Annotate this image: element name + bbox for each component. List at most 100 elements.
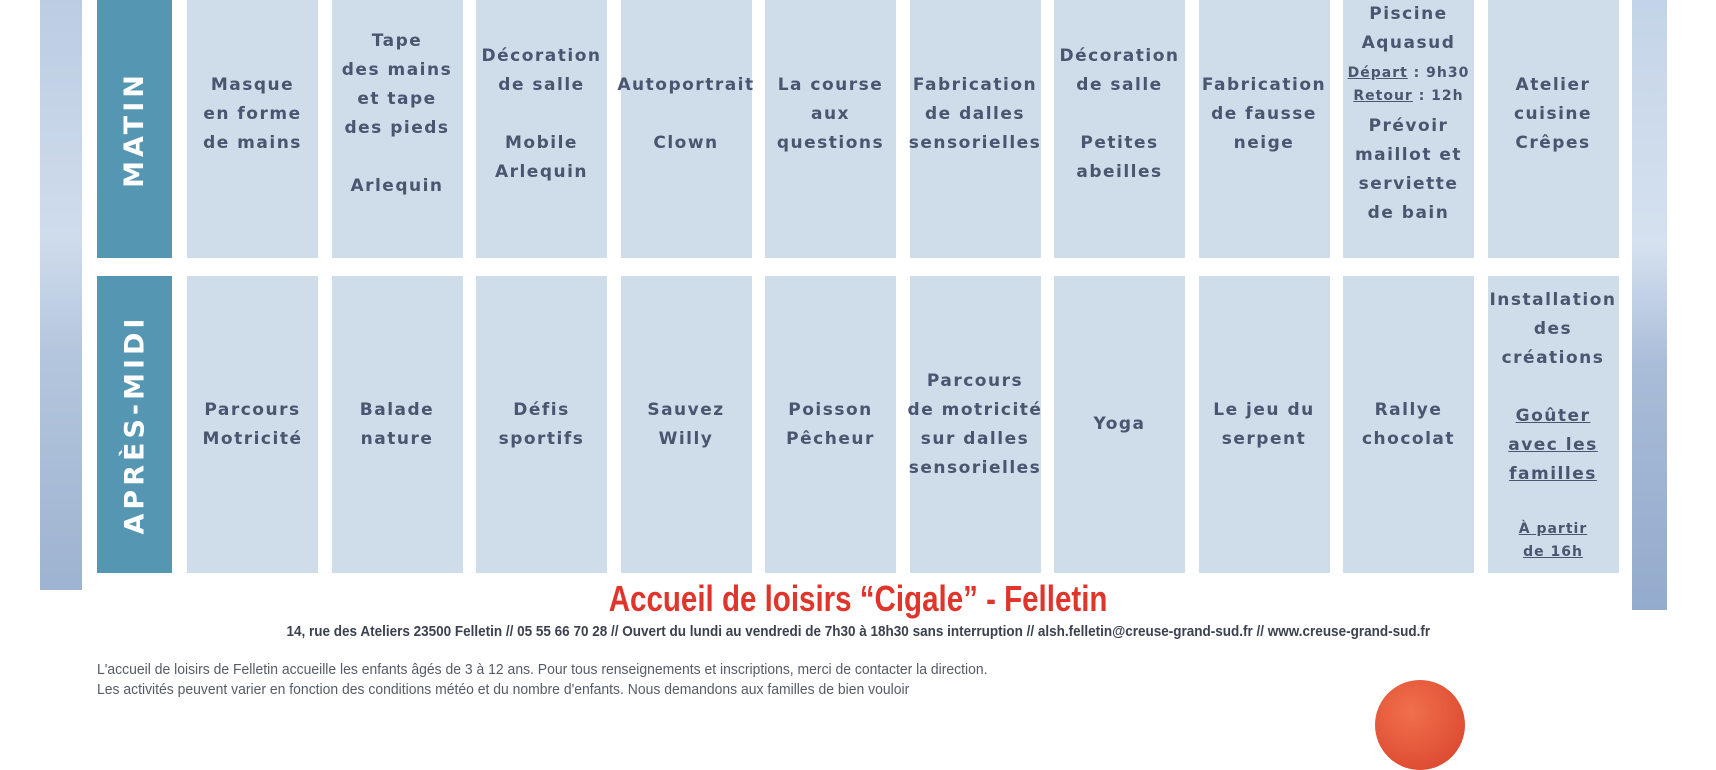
activity-text: Aquasud bbox=[1361, 33, 1456, 53]
activity-text: Fabrication bbox=[912, 74, 1038, 95]
activity-line: de bain bbox=[1368, 199, 1450, 228]
activity-cell: Atelier cuisine Crêpes bbox=[1487, 0, 1619, 258]
activity-text: familles bbox=[1509, 463, 1597, 484]
activity-text: sensorielles bbox=[908, 457, 1042, 478]
activity-text: Sauvez bbox=[647, 399, 725, 420]
activity-text: Masque bbox=[210, 74, 295, 95]
activity-line: Parcours bbox=[927, 367, 1023, 396]
activity-text: Petites bbox=[1080, 132, 1159, 153]
activity-line: Petites bbox=[1080, 129, 1158, 158]
activity-cell: Parcours de motricité sur dalles sensoriell… bbox=[907, 276, 1043, 573]
contact-info: 14, rue des Ateliers 23500 Felletin // 0… bbox=[0, 623, 1716, 640]
activity-text: Willy bbox=[658, 428, 714, 449]
activity-line: serviette bbox=[1359, 170, 1459, 199]
activity-line: Arlequin bbox=[350, 172, 443, 201]
activity-line: sensorielles bbox=[909, 129, 1042, 158]
activity-line: Crêpes bbox=[1515, 129, 1590, 158]
activity-cell: Parcours Motricité bbox=[187, 276, 318, 573]
activity-text: des pieds bbox=[344, 118, 450, 138]
activity-line: familles bbox=[1509, 460, 1597, 489]
activity-line: serpent bbox=[1222, 425, 1306, 454]
activity-line: des mains bbox=[342, 56, 452, 85]
activity-line: Départ : 9h30 bbox=[1348, 62, 1470, 85]
activity-line: abeilles bbox=[1076, 158, 1162, 187]
activity-line: des bbox=[1534, 315, 1572, 344]
activity-cell: Sauvez Willy bbox=[620, 276, 752, 573]
activity-text: créations bbox=[1501, 347, 1605, 368]
activity-line: aux bbox=[811, 100, 850, 129]
activity-line: de fausse bbox=[1211, 100, 1317, 129]
activity-text: neige bbox=[1233, 132, 1295, 153]
activity-text: aux bbox=[810, 103, 851, 124]
activity-line: créations bbox=[1502, 344, 1605, 373]
activity-text: de salle bbox=[1076, 74, 1163, 95]
activity-line: Retour : 12h bbox=[1353, 85, 1463, 108]
activity-line: Installation bbox=[1489, 286, 1616, 315]
activity-text: Rallye bbox=[1374, 399, 1443, 420]
activity-line: chocolat bbox=[1362, 425, 1455, 454]
activity-text: des mains bbox=[341, 60, 453, 80]
activity-text: Prévoir bbox=[1368, 116, 1449, 136]
activity-text: abeilles bbox=[1076, 161, 1163, 182]
activity-cell: Poisson Pêcheur bbox=[765, 276, 896, 573]
activity-cell: Fabrication de fausse neige bbox=[1198, 0, 1330, 258]
activity-line: neige bbox=[1234, 129, 1295, 158]
period-label-text: MATIN bbox=[119, 70, 151, 188]
activity-text: de mains bbox=[203, 132, 302, 153]
activity-cell: Balade nature bbox=[331, 276, 463, 573]
activity-line: avec les bbox=[1508, 431, 1598, 460]
activity-text: Décoration bbox=[481, 45, 602, 66]
contact-text: 14, rue des Ateliers 23500 Felletin // 0… bbox=[286, 623, 1430, 640]
activity-line: Prévoir bbox=[1369, 112, 1449, 141]
background-decoration-right bbox=[1632, 0, 1667, 610]
activity-text: sensorielles bbox=[908, 132, 1042, 153]
activity-line: Piscine bbox=[1369, 0, 1447, 29]
activity-text: Motricité bbox=[202, 428, 303, 449]
activity-line: sportifs bbox=[499, 425, 585, 454]
activity-line: sur dalles bbox=[921, 425, 1029, 454]
activity-line: Poisson bbox=[788, 396, 873, 425]
activity-line: Fabrication bbox=[1202, 71, 1326, 100]
activity-text: et tape bbox=[357, 89, 437, 109]
activity-text: : 9h30 bbox=[1407, 65, 1470, 81]
activity-line: maillot et bbox=[1355, 141, 1462, 170]
activity-line: cuisine bbox=[1514, 100, 1592, 129]
activity-line: Goûter bbox=[1516, 402, 1591, 431]
activity-text: questions bbox=[776, 132, 885, 153]
activity-line: Parcours bbox=[204, 396, 300, 425]
activity-line: de salle bbox=[1076, 71, 1162, 100]
activity-line: Sauvez bbox=[647, 396, 724, 425]
activity-line: Arlequin bbox=[495, 158, 588, 187]
activity-line: questions bbox=[777, 129, 884, 158]
activity-line: et tape bbox=[357, 85, 436, 114]
activity-cell: Défis sportifs bbox=[476, 276, 607, 573]
activity-line: de dalles bbox=[925, 100, 1025, 129]
activity-text: de bain bbox=[1367, 203, 1450, 223]
activity-text: Le jeu du bbox=[1213, 399, 1315, 420]
activity-line: Défis bbox=[513, 396, 569, 425]
activity-text: Arlequin bbox=[350, 176, 444, 196]
activity-line: La course bbox=[778, 71, 884, 100]
activity-text: Clown bbox=[653, 132, 719, 153]
activity-line: de salle bbox=[498, 71, 584, 100]
activity-line: Balade bbox=[360, 396, 434, 425]
activity-text: Balade bbox=[359, 399, 435, 420]
activity-cell: Fabrication de dalles sensorielles bbox=[909, 0, 1042, 258]
activity-cell: Masque en forme de mains bbox=[187, 0, 318, 258]
activity-text: en forme bbox=[203, 103, 302, 124]
activity-text: Pêcheur bbox=[786, 428, 875, 449]
activity-line: À partir bbox=[1519, 518, 1587, 541]
activity-cell: Tape des mains et tape des pieds Arlequin bbox=[331, 0, 463, 258]
activity-text: Défis bbox=[513, 399, 570, 420]
activity-line: Aquasud bbox=[1362, 29, 1456, 58]
activity-text: Atelier bbox=[1515, 74, 1591, 95]
activity-text: maillot et bbox=[1354, 145, 1463, 165]
activity-text: de motricité bbox=[907, 399, 1043, 420]
activity-line: des pieds bbox=[344, 114, 449, 143]
activity-text: Goûter bbox=[1515, 405, 1591, 426]
activity-line: sensorielles bbox=[909, 454, 1042, 483]
activity-text: cuisine bbox=[1513, 103, 1593, 124]
activity-line: Le jeu du bbox=[1213, 396, 1314, 425]
activity-text: chocolat bbox=[1361, 428, 1456, 449]
activity-text: serviette bbox=[1358, 174, 1459, 194]
